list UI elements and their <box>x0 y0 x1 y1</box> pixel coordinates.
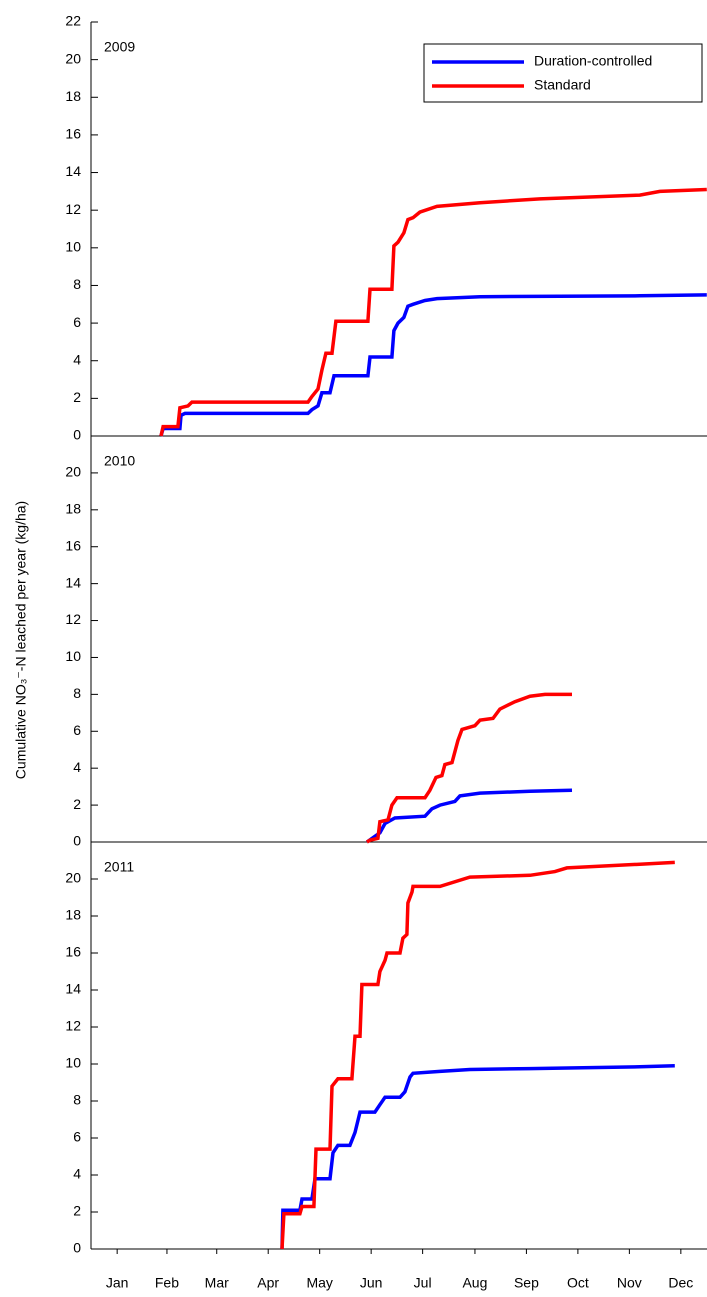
y-tick-label: 0 <box>73 427 81 443</box>
data-line <box>159 187 707 437</box>
y-tick-label: 12 <box>65 1018 81 1034</box>
y-tick-label: 18 <box>65 88 81 104</box>
x-tick-label: Dec <box>668 1275 693 1291</box>
y-tick-label: 18 <box>65 907 81 923</box>
y-tick-label: 2 <box>73 796 81 812</box>
y-tick-label: 4 <box>73 759 81 775</box>
y-tick-label: 8 <box>73 276 81 292</box>
y-tick-label: 10 <box>65 1055 81 1071</box>
y-tick-label: 6 <box>73 1129 81 1145</box>
y-tick-label: 0 <box>73 833 81 849</box>
y-tick-label: 6 <box>73 314 81 330</box>
legend-label: Duration-controlled <box>534 53 652 69</box>
y-tick-label: 8 <box>73 685 81 701</box>
data-line <box>280 1064 675 1250</box>
y-tick-label: 0 <box>73 1240 81 1256</box>
y-tick-label: 2 <box>73 1203 81 1219</box>
x-tick-label: Jun <box>360 1275 383 1291</box>
y-tick-label: 16 <box>65 944 81 960</box>
y-tick-label: 20 <box>65 464 81 480</box>
x-tick-label: Sep <box>514 1275 539 1291</box>
y-tick-label: 14 <box>65 574 81 590</box>
x-tick-label: Nov <box>617 1275 642 1291</box>
y-tick-label: 12 <box>65 611 81 627</box>
panel-label: 2009 <box>104 39 135 55</box>
x-tick-label: Feb <box>155 1275 179 1291</box>
y-tick-label: 20 <box>65 870 81 886</box>
y-tick-label: 16 <box>65 126 81 142</box>
y-tick-label: 12 <box>65 201 81 217</box>
x-tick-label: Mar <box>205 1275 229 1291</box>
x-tick-label: Oct <box>567 1275 589 1291</box>
y-axis-label: Cumulative NO₃⁻-N leached per year (kg/h… <box>13 501 29 779</box>
legend-box <box>423 43 703 103</box>
y-tick-label: 6 <box>73 722 81 738</box>
x-tick-label: Apr <box>257 1275 279 1291</box>
x-tick-label: Aug <box>462 1275 487 1291</box>
data-line <box>280 860 675 1250</box>
y-tick-label: 18 <box>65 501 81 517</box>
y-tick-label: 20 <box>65 50 81 66</box>
y-tick-label: 10 <box>65 648 81 664</box>
y-tick-label: 8 <box>73 1092 81 1108</box>
panel-label: 2010 <box>104 453 135 469</box>
x-tick-label: May <box>306 1275 332 1291</box>
legend-label: Standard <box>534 77 591 93</box>
y-tick-label: 14 <box>65 981 81 997</box>
panel-label: 2011 <box>104 859 134 875</box>
y-tick-label: 10 <box>65 239 81 255</box>
y-tick-label: 4 <box>73 351 81 367</box>
y-tick-label: 4 <box>73 1166 81 1182</box>
data-line <box>365 788 573 844</box>
data-line <box>159 293 707 437</box>
y-tick-label: 22 <box>65 13 81 29</box>
x-tick-label: Jul <box>414 1275 432 1291</box>
data-line <box>366 692 572 844</box>
x-tick-label: Jan <box>106 1275 129 1291</box>
y-tick-label: 14 <box>65 163 81 179</box>
y-tick-label: 2 <box>73 389 81 405</box>
y-tick-label: 16 <box>65 537 81 553</box>
